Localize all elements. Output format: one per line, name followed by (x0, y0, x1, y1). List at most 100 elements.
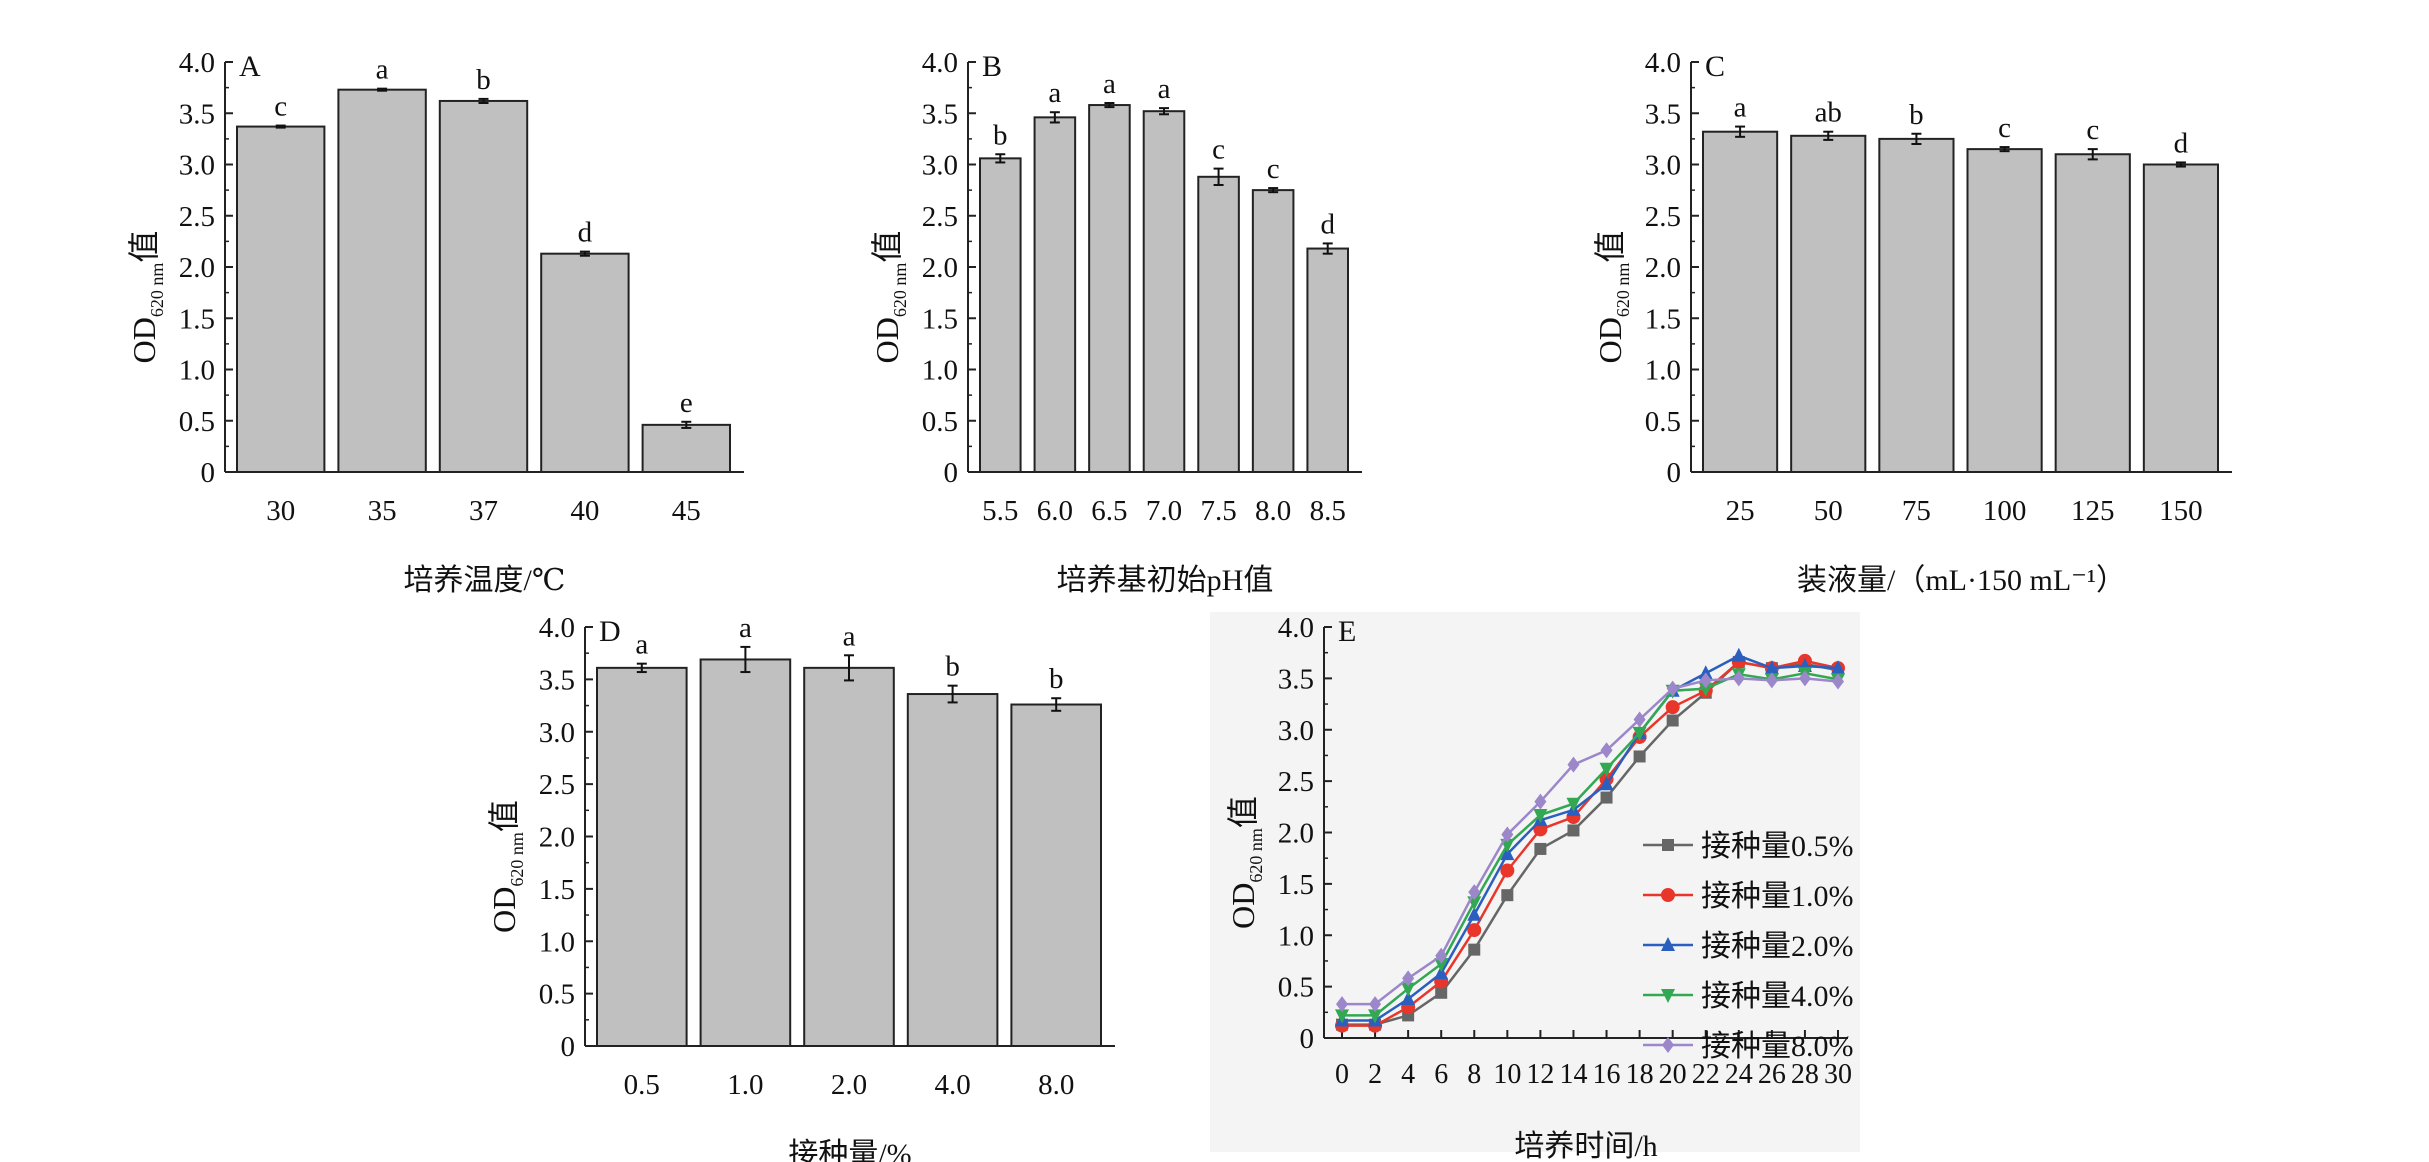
marker-triangle-up (1661, 937, 1675, 951)
legend-label: 接种量4.0% (1701, 980, 1854, 1013)
x-tick-label: 10 (1493, 1059, 1521, 1090)
marker-square (1534, 842, 1547, 855)
x-tick-label: 6.0 (1037, 495, 1073, 527)
x-tick-label: 50 (1814, 495, 1843, 527)
y-tick-label: 0 (944, 457, 959, 489)
marker-triangle-down (1401, 982, 1416, 997)
marker-square (1501, 889, 1514, 902)
series-line (1342, 654, 1839, 1022)
marker-triangle-up (1599, 776, 1614, 791)
x-tick-label: 40 (570, 495, 599, 527)
marker-diamond (1600, 742, 1613, 759)
marker-circle (1665, 700, 1680, 715)
y-tick-label: 4.0 (1645, 47, 1681, 79)
x-tick-label: 37 (469, 495, 498, 527)
y-tick-label: 0 (1300, 1023, 1315, 1055)
bar (979, 157, 1022, 473)
panel-b: B 0 0.5 1.0 1.5 2.0 2.5 3.0 3.5 4.0 OD620 nm值培养基初始… (869, 47, 1362, 597)
marker-diamond (1567, 756, 1580, 773)
marker-square (1600, 791, 1613, 804)
legend-item: 接种量8.0% (1643, 1030, 1854, 1063)
significance-letter: d (2174, 127, 2189, 159)
series-4 (1336, 670, 1844, 1013)
x-tick-label: 25 (1726, 495, 1755, 527)
marker-diamond (1402, 970, 1415, 987)
significance-letter: a (1734, 92, 1747, 124)
marker-triangle-up (1764, 660, 1779, 675)
marker-diamond (1633, 711, 1646, 728)
bar (1790, 134, 1867, 474)
y-tick-label: 3.5 (179, 98, 215, 130)
y-tick-label: 0 (561, 1031, 576, 1063)
marker-triangle-up (1401, 990, 1416, 1005)
x-axis-label: 装液量/（mL·150 mL⁻¹） (1797, 564, 2126, 597)
y-tick-label: 1.0 (922, 355, 958, 387)
x-tick-label: 6 (1434, 1059, 1448, 1090)
marker-circle (1661, 888, 1675, 902)
plot-background (1210, 612, 1860, 1152)
bar (1251, 189, 1295, 473)
y-tick-label: 0.5 (1278, 972, 1314, 1004)
y-tick-label: 3.5 (539, 664, 575, 696)
panel-a: A 0 0.5 1.0 1.5 2.0 2.5 3.0 3.5 4.0 OD620 nm值培养温度/… (126, 47, 744, 597)
x-tick-label: 30 (1824, 1059, 1852, 1090)
bar (1142, 110, 1186, 473)
significance-letter: c (1212, 134, 1225, 166)
y-tick-label: 4.0 (539, 612, 575, 644)
x-axis-label: 培养时间/h (1514, 1130, 1657, 1162)
significance-letter: b (476, 64, 491, 96)
marker-triangle-up (1731, 647, 1746, 662)
marker-triangle-up (1831, 660, 1845, 675)
marker-triangle-up (1467, 906, 1482, 921)
marker-triangle-up (1434, 965, 1449, 980)
y-axis-label: OD620 nm值 (486, 800, 527, 933)
significance-letter: ab (1815, 97, 1842, 129)
marker-square (1435, 986, 1448, 999)
significance-letter: d (1320, 208, 1335, 240)
marker-diamond (1435, 947, 1448, 964)
bar (1306, 247, 1350, 473)
marker-triangle-down (1566, 797, 1581, 812)
marker-diamond (1732, 670, 1745, 687)
marker-square (1633, 750, 1646, 763)
x-tick-label: 12 (1526, 1059, 1554, 1090)
marker-triangle-down (1434, 958, 1449, 973)
y-tick-label: 2.0 (922, 252, 958, 284)
significance-letter: a (739, 612, 752, 644)
y-tick-label: 4.0 (922, 47, 958, 79)
marker-triangle-down (1661, 989, 1675, 1003)
x-tick-label: 0.5 (624, 1069, 660, 1101)
bar (699, 658, 792, 1047)
legend-item: 接种量4.0% (1643, 980, 1854, 1013)
y-axis-label: OD620 nm值 (1225, 796, 1266, 929)
bar (596, 666, 688, 1047)
x-tick-label: 5.5 (982, 495, 1018, 527)
y-axis-label: OD620 nm值 (1592, 231, 1633, 364)
y-tick-label: 2.5 (1278, 766, 1314, 798)
marker-diamond (1798, 670, 1811, 687)
y-tick-label: 3.0 (1278, 715, 1314, 747)
marker-diamond (1336, 996, 1348, 1013)
marker-diamond (1369, 996, 1382, 1013)
bar (906, 693, 999, 1047)
series-3 (1335, 667, 1845, 1024)
marker-diamond (1699, 672, 1712, 689)
bar (540, 252, 630, 473)
marker-diamond (1832, 673, 1844, 690)
bar (1878, 137, 1955, 473)
x-tick-label: 100 (1983, 495, 2027, 527)
x-tick-label: 125 (2071, 495, 2115, 527)
marker-circle (1467, 923, 1482, 938)
significance-letter: c (274, 91, 287, 123)
marker-circle (1500, 863, 1515, 878)
significance-letter: d (578, 217, 593, 249)
panel-label: D (599, 615, 621, 648)
marker-triangle-down (1632, 726, 1647, 741)
marker-diamond (1468, 884, 1481, 901)
y-axis-label: OD620 nm值 (869, 231, 910, 364)
x-tick-label: 28 (1791, 1059, 1819, 1090)
y-tick-label: 0 (1667, 457, 1682, 489)
legend-label: 接种量2.0% (1701, 930, 1854, 963)
x-tick-label: 8 (1467, 1059, 1481, 1090)
